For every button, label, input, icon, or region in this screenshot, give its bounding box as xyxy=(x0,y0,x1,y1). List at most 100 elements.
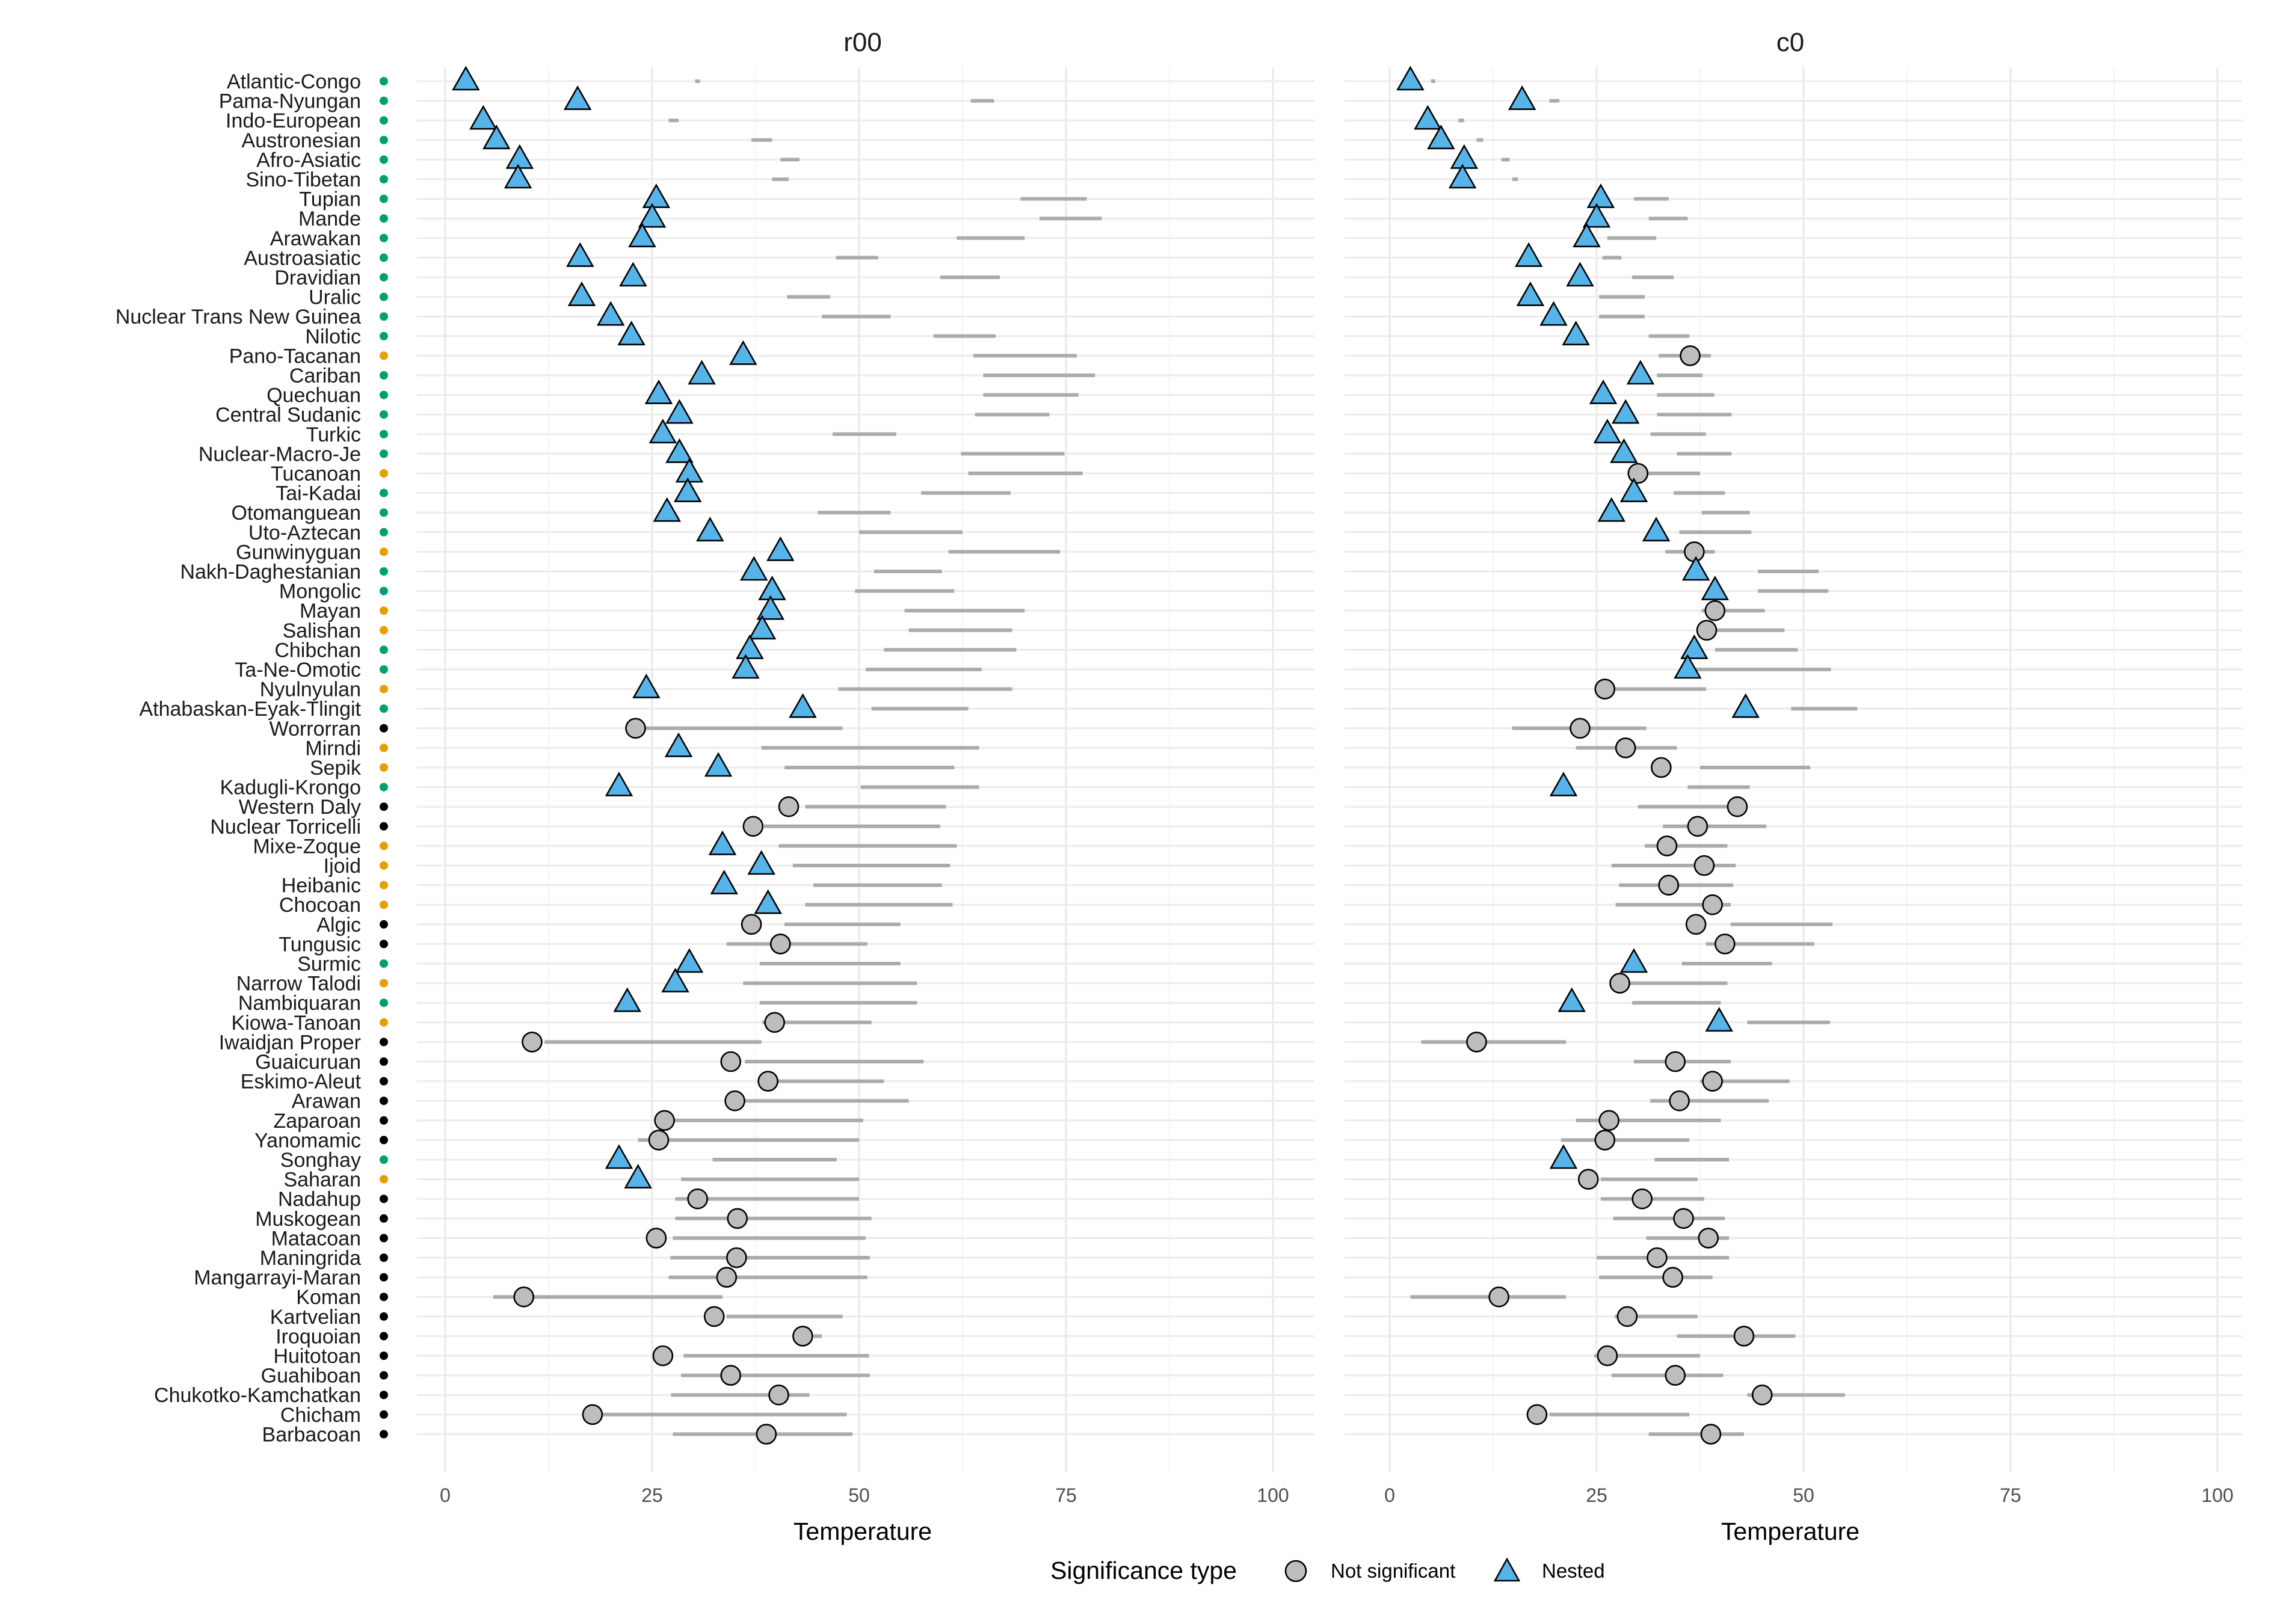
point-not-significant xyxy=(648,1130,670,1151)
family-label: Chibchan xyxy=(274,639,361,662)
family-color-dot xyxy=(380,586,388,595)
family-color-dot xyxy=(380,1352,388,1360)
point-nested xyxy=(505,144,534,169)
point-nested xyxy=(665,399,694,424)
panel-r00: r00 0 25 50 75 100 Temperature xyxy=(417,28,1314,1545)
legend: Significance type Not significant Nested xyxy=(1050,1557,1605,1584)
family-color-dot xyxy=(380,77,388,85)
point-nested xyxy=(617,321,646,346)
family-color-dot xyxy=(380,1038,388,1047)
point-not-significant xyxy=(1727,796,1748,817)
family-color-dot xyxy=(380,469,388,478)
panels: r00 0 25 50 75 100 Temperature c0 0 25 50 75 100 Temp… xyxy=(417,28,2242,1545)
family-color-dot xyxy=(380,606,388,615)
point-nested xyxy=(632,673,661,698)
family-label: Worrorran xyxy=(270,718,361,740)
family-color-dot xyxy=(380,1155,388,1164)
point-nested xyxy=(1427,125,1455,150)
point-not-significant xyxy=(1662,1267,1683,1288)
point-nested xyxy=(729,340,757,365)
family-color-dot xyxy=(380,998,388,1007)
family-color-dot xyxy=(380,331,388,340)
point-not-significant xyxy=(1466,1032,1487,1053)
point-not-significant xyxy=(522,1032,543,1053)
point-not-significant xyxy=(1702,1071,1723,1092)
point-nested xyxy=(1674,654,1702,679)
point-nested xyxy=(708,830,737,855)
family-label: Iwaidjan Proper xyxy=(219,1031,361,1054)
point-nested xyxy=(1701,575,1730,600)
family-label: Kartvelian xyxy=(270,1306,361,1329)
family-color-dot xyxy=(380,1410,388,1419)
family-color-dot xyxy=(380,1136,388,1145)
point-nested xyxy=(567,281,596,306)
family-label: Surmic xyxy=(297,953,361,976)
point-not-significant xyxy=(716,1267,738,1288)
family-color-dot xyxy=(380,704,388,713)
point-nested xyxy=(1396,66,1425,91)
family-label: Pama-Nyungan xyxy=(219,90,361,113)
point-not-significant xyxy=(792,1326,813,1347)
family-color-dot xyxy=(380,1175,388,1184)
point-nested xyxy=(653,497,682,522)
point-nested xyxy=(644,379,673,404)
family-color-dot xyxy=(380,253,388,262)
point-not-significant xyxy=(1651,757,1672,778)
family-color-dot xyxy=(380,959,388,968)
point-nested xyxy=(1448,164,1477,189)
point-not-significant xyxy=(726,1247,747,1269)
family-color-dot xyxy=(380,371,388,380)
point-nested xyxy=(740,556,768,581)
family-color-dot xyxy=(380,527,388,537)
point-nested xyxy=(624,1163,652,1189)
family-label: Saharan xyxy=(283,1169,361,1192)
family-color-dot xyxy=(380,1253,388,1262)
family-label: Gunwinyguan xyxy=(236,541,361,564)
family-color-dot xyxy=(380,1391,388,1400)
family-color-dot xyxy=(380,1312,388,1321)
point-nested xyxy=(1681,556,1710,581)
family-label: Central Sudanic xyxy=(215,404,361,426)
point-not-significant xyxy=(724,1090,745,1112)
family-color-dot xyxy=(380,665,388,674)
family-label: Indo-European xyxy=(226,109,361,132)
family-color-dot xyxy=(380,1234,388,1243)
point-nested xyxy=(747,850,775,875)
family-color-dot xyxy=(380,900,388,909)
family-label: Huitotoan xyxy=(273,1345,361,1368)
family-label: Heibanic xyxy=(282,875,361,897)
family-color-dot xyxy=(380,822,388,831)
family-color-dot xyxy=(380,940,388,949)
family-label: Atlantic-Congo xyxy=(227,70,361,93)
point-nested xyxy=(1611,399,1640,424)
point-nested xyxy=(675,948,704,973)
family-label: Ijoid xyxy=(324,855,361,878)
family-label: Mixe-Zoque xyxy=(253,835,361,858)
family-color-dot xyxy=(380,645,388,654)
point-nested xyxy=(661,967,689,992)
point-nested xyxy=(1549,1144,1578,1169)
point-not-significant xyxy=(654,1110,675,1131)
point-nested xyxy=(756,595,785,620)
family-label: Barbacoan xyxy=(262,1423,361,1446)
family-color-dot xyxy=(380,312,388,321)
family-label: Nakh-Daghestanian xyxy=(180,561,361,583)
point-not-significant xyxy=(1577,1169,1599,1190)
point-nested xyxy=(1680,634,1709,659)
point-nested xyxy=(673,477,702,502)
point-not-significant xyxy=(1597,1345,1618,1367)
point-nested xyxy=(1566,262,1594,287)
point-not-significant xyxy=(764,1012,785,1033)
point-nested xyxy=(1450,144,1479,169)
point-nested xyxy=(1514,242,1543,267)
family-label: Nuclear Trans New Guinea xyxy=(116,306,361,328)
family-label: Arawan xyxy=(292,1090,361,1113)
point-nested xyxy=(1593,419,1622,444)
legend-label-not-significant: Not significant xyxy=(1331,1560,1455,1582)
point-not-significant xyxy=(1526,1404,1548,1426)
family-label: Ta-Ne-Omotic xyxy=(235,659,361,681)
point-nested xyxy=(789,693,817,718)
point-not-significant xyxy=(687,1188,708,1210)
family-label: Tai-Kadai xyxy=(276,482,361,505)
